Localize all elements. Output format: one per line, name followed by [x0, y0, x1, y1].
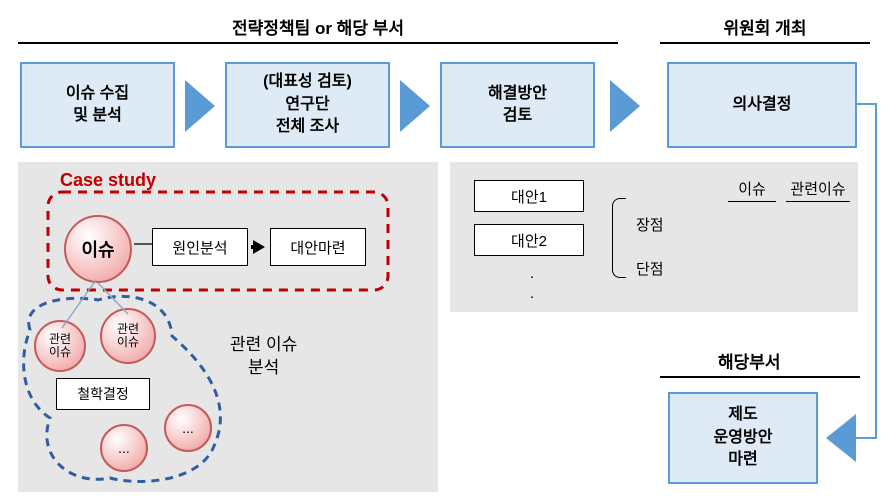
label-related-col: 관련이슈	[786, 178, 850, 202]
label-department: 해당부서	[718, 348, 781, 373]
dot-2: .	[530, 285, 534, 302]
mini-arrow-1	[253, 240, 265, 254]
box-philosophy-decision: 철학결정	[56, 378, 150, 410]
arrow-1	[185, 80, 215, 132]
header-right-underline	[660, 42, 870, 44]
circle-dots-2: ...	[164, 404, 212, 452]
header-left-underline	[18, 42, 618, 44]
header-left: 전략정책팀 or 해당 부서	[18, 14, 618, 44]
box-policy-prepare: 제도 운영방안 마련	[668, 392, 818, 484]
circle-related-2: 관련 이슈	[100, 308, 156, 364]
arrow-2	[400, 80, 430, 132]
step-solution-review: 해결방안 검토	[440, 62, 595, 148]
circle-related-1: 관련 이슈	[34, 320, 86, 372]
box-alt2: 대안2	[474, 224, 584, 256]
arrow-back	[826, 414, 856, 462]
text-related-analysis: 관련 이슈 분석	[230, 334, 297, 380]
brace-alt	[612, 198, 626, 278]
text-cons: 단점	[636, 258, 664, 279]
box-alt1: 대안1	[474, 180, 584, 212]
step-representativeness: (대표성 검토) 연구단 전체 조사	[225, 62, 390, 148]
arrow-3	[610, 80, 640, 132]
step-issue-collection: 이슈 수집 및 분석	[20, 62, 175, 148]
box-cause-analysis: 원인분석	[152, 228, 248, 266]
step-decision: 의사결정	[667, 62, 857, 148]
department-underline	[660, 376, 860, 378]
box-plan: 대안마련	[270, 228, 366, 266]
dot-1: .	[530, 265, 534, 282]
case-study-label: Case study	[60, 170, 156, 191]
header-right: 위원회 개최	[660, 14, 870, 44]
circle-dots-1: ...	[100, 424, 148, 472]
text-pros: 장점	[636, 214, 664, 235]
label-issue-col: 이슈	[728, 178, 776, 202]
panel-case-study	[18, 162, 438, 492]
circle-issue: 이슈	[64, 215, 132, 283]
